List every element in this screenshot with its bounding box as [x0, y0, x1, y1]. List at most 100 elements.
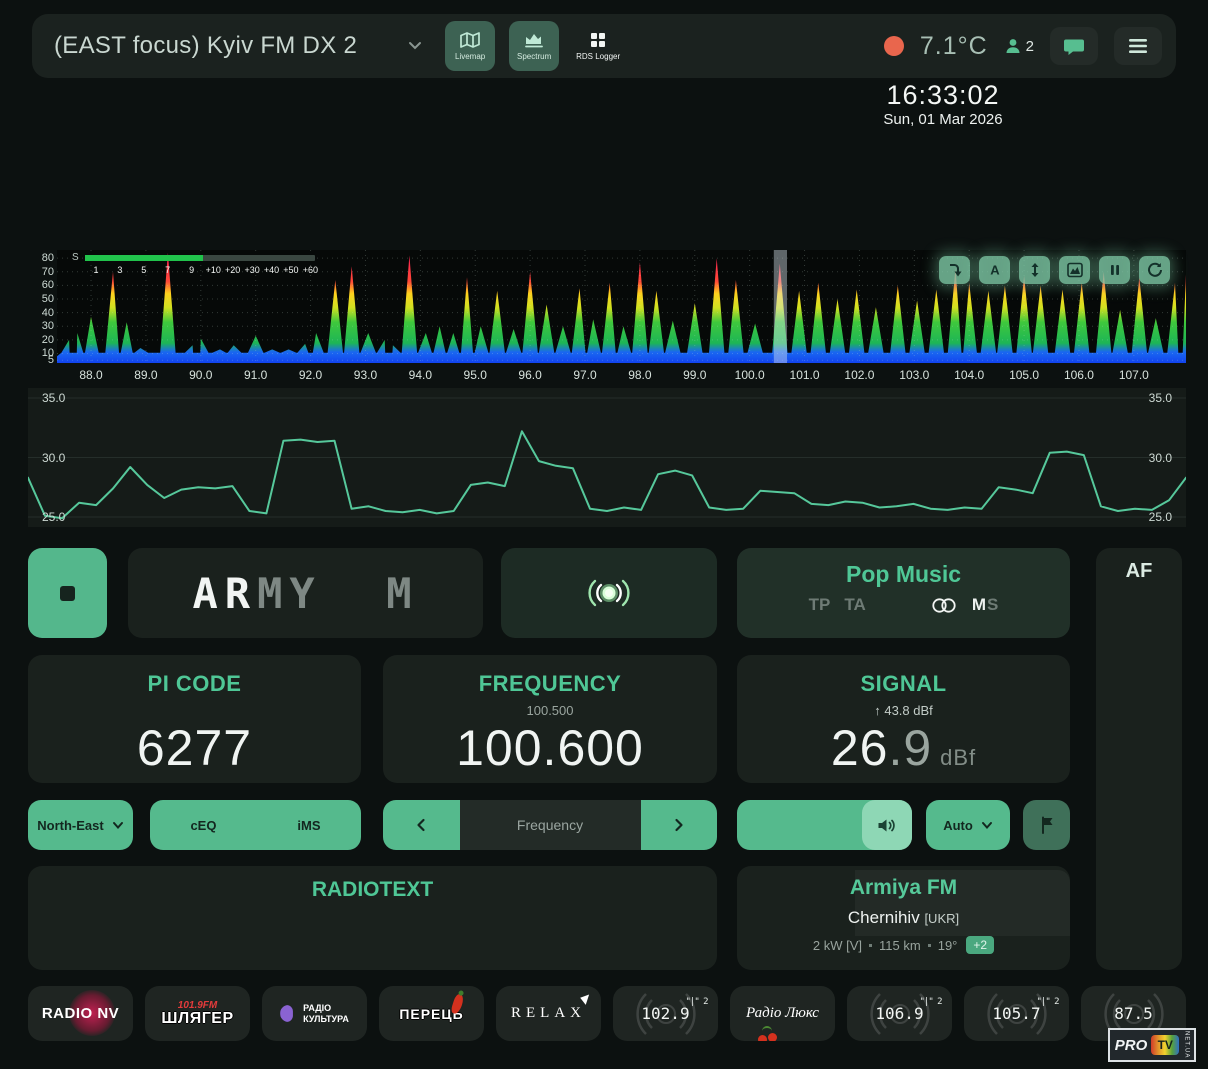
signal-card: SIGNAL ↑ 43.8 dBf 26.9 dBf: [737, 655, 1070, 783]
spectrum-x-tick-label: 93.0: [353, 368, 378, 382]
ps-display-card: ARMY M: [128, 548, 483, 638]
protv-pro-text: PRO: [1114, 1036, 1148, 1054]
mode-select[interactable]: Auto: [926, 800, 1010, 850]
ps-name: ARMY M: [192, 568, 419, 618]
area-chart-icon: [1066, 262, 1083, 278]
graph-style-button[interactable]: [1059, 256, 1090, 284]
arrows-vertical-icon: [1031, 263, 1038, 277]
s-meter-tick: +10: [205, 265, 221, 275]
s-meter-tick: 3: [117, 265, 123, 275]
user-icon: [1006, 39, 1020, 53]
nav-spectrum-label: Spectrum: [517, 52, 552, 61]
top-bar: (EAST focus) Kyiv FM DX 2 Livemap Spectr…: [32, 14, 1176, 78]
tune-up-button[interactable]: [640, 800, 717, 850]
fit-vertical-button[interactable]: [1019, 256, 1050, 284]
preset-frequency-text: 105.7 "|" 2: [992, 997, 1059, 1023]
preset-logo-text: РАДІО КУЛЬТУРА: [303, 1002, 349, 1024]
frequency-tuner: [383, 800, 717, 850]
spectrum-area: [57, 252, 1186, 363]
table-grid-icon: [591, 33, 606, 47]
audio-stop-button[interactable]: [28, 548, 107, 638]
preset-perets[interactable]: ПЕРЕЦЬ: [379, 986, 484, 1041]
arrow-down-button[interactable]: [939, 256, 970, 284]
signal-y-tick-label: 35.0: [42, 391, 66, 405]
preset-lux[interactable]: Радіо Люкс: [730, 986, 835, 1041]
svg-text:A: A: [990, 263, 1000, 278]
tuner-title[interactable]: (EAST focus) Kyiv FM DX 2: [54, 32, 423, 60]
nav-rds-logger-button[interactable]: RDS Logger: [573, 21, 623, 71]
preset-logo-text: ПЕРЕЦЬ: [399, 1005, 464, 1022]
hamburger-menu-icon: [1129, 39, 1147, 53]
antenna-count-badge: "|" 2: [685, 997, 708, 1007]
preset-logo-text: RELAX: [511, 1005, 586, 1021]
pause-button[interactable]: [1099, 256, 1130, 284]
spectrum-x-tick-label: 100.0: [734, 368, 765, 382]
chat-button[interactable]: [1050, 27, 1098, 65]
spectrum-x-tick-label: 104.0: [954, 368, 985, 382]
page-title: (EAST focus) Kyiv FM DX 2: [54, 32, 358, 59]
mode-select-value: Auto: [943, 817, 973, 833]
s-meter-tick: 7: [165, 265, 171, 275]
letter-a-button[interactable]: A: [979, 256, 1010, 284]
preset-logo-text: RADIO NV: [41, 1005, 120, 1022]
chevron-down-icon: [112, 821, 123, 829]
eq-toggle-label[interactable]: cEQ: [190, 817, 217, 833]
station-info-card[interactable]: Armiya FM Chernihiv [UKR] 2 kW [V] 115 k…: [737, 866, 1070, 970]
spectrum-x-tick-label: 92.0: [298, 368, 323, 382]
chevron-right-icon: [675, 818, 683, 832]
s-meter-tick: +50: [283, 265, 299, 275]
spectrum-y-tick-label: 80: [41, 252, 54, 265]
preset-logo-text: ШЛЯГЕР: [161, 1009, 234, 1027]
station-extra-badge[interactable]: +2: [966, 936, 995, 954]
preset-shlyager[interactable]: 101.9FM ШЛЯГЕР: [145, 986, 250, 1041]
preset-106.9[interactable]: 106.9 "|" 2: [847, 986, 952, 1041]
flag-report-button[interactable]: [1023, 800, 1070, 850]
s-meter-tick: 5: [141, 265, 147, 275]
ms-music-flag: M: [971, 595, 986, 614]
s-meter-tick: +60: [302, 265, 318, 275]
broadcast-rings-icon: [869, 992, 930, 1035]
spectrum-x-tick-label: 107.0: [1118, 368, 1149, 382]
pi-code-value: 6277: [136, 720, 253, 776]
station-distance: 115 km: [879, 937, 921, 953]
spectrum-x-tick-label: 90.0: [189, 368, 213, 382]
s-meter-tick: +40: [263, 265, 280, 275]
pause-icon: [1110, 265, 1119, 275]
signal-peak: ↑ 43.8 dBf: [874, 703, 933, 718]
refresh-button[interactable]: [1139, 256, 1170, 284]
stop-icon: [60, 585, 75, 601]
preset-radio-nv[interactable]: RADIO NV: [28, 986, 133, 1041]
preset-kultura[interactable]: РАДІО КУЛЬТУРА: [262, 986, 367, 1041]
spectrum-y-tick-label: 50: [41, 293, 54, 305]
station-name: Armiya FM: [849, 876, 958, 899]
af-title: AF: [1125, 560, 1153, 582]
volume-slider[interactable]: [737, 800, 912, 850]
spectrum-x-tick-label: 99.0: [683, 368, 707, 382]
tp-flag: TP: [808, 595, 831, 614]
frequency-input[interactable]: [459, 800, 641, 850]
preset-105.7[interactable]: 105.7 "|" 2: [964, 986, 1069, 1041]
chat-icon: [1064, 39, 1084, 55]
station-hover-overlay: [855, 870, 1070, 936]
nav-livemap-button[interactable]: Livemap: [445, 21, 496, 71]
volume-slider-thumb[interactable]: [862, 800, 912, 850]
s-meter-tick: +30: [244, 265, 260, 275]
nav-spectrum-button[interactable]: Spectrum: [509, 21, 560, 71]
eq-ims-toggle[interactable]: cEQ iMS: [150, 800, 361, 850]
preset-relax[interactable]: RELAX: [496, 986, 601, 1041]
preset-102.9[interactable]: 102.9 "|" 2: [613, 986, 718, 1041]
ims-toggle-label[interactable]: iMS: [297, 817, 321, 833]
antenna-select[interactable]: North-East: [28, 800, 133, 850]
signal-y-tick-label: 35.0: [1148, 391, 1172, 405]
spectrum-x-tick-label: 97.0: [573, 368, 597, 382]
signal-line: [28, 430, 1186, 520]
protv-logo: PRO TV NET.UA: [1108, 1028, 1196, 1062]
menu-button[interactable]: [1114, 27, 1162, 65]
frequency-value: 100.600: [456, 720, 644, 776]
signal-y-tick-label: 25.0: [42, 510, 66, 524]
chevron-down-icon: [981, 821, 992, 829]
speaker-icon: [878, 819, 895, 831]
s-meter-scale: 1 3 5 7 9 +10 +20 +30 +40 +50 +60: [84, 265, 320, 275]
tune-down-button[interactable]: [383, 800, 460, 850]
station-power: 2 kW [V]: [812, 937, 863, 953]
